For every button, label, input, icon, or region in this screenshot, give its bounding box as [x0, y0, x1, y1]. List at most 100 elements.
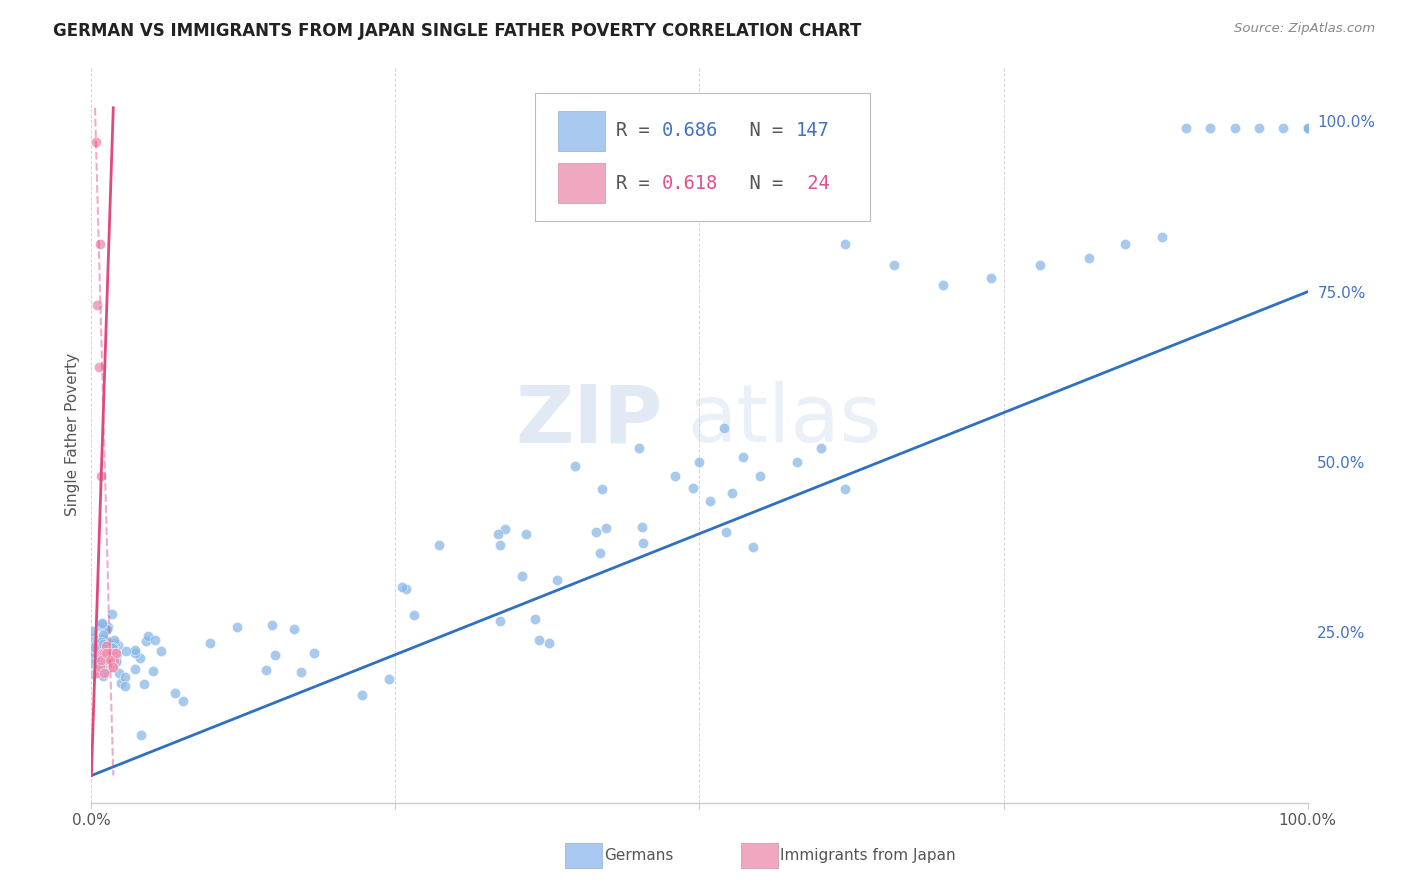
Point	[84, 649, 107, 664]
Point	[538, 635, 561, 649]
FancyBboxPatch shape	[558, 163, 605, 203]
Point	[1199, 121, 1222, 136]
Point	[1223, 121, 1246, 136]
Point	[290, 665, 312, 680]
Point	[84, 651, 107, 665]
Point	[114, 679, 136, 693]
Point	[124, 646, 146, 660]
Point	[1077, 251, 1099, 265]
Point	[97, 620, 120, 634]
Point	[515, 527, 537, 541]
Point	[82, 647, 104, 661]
Point	[1247, 121, 1270, 136]
Point	[93, 633, 115, 648]
Point	[83, 647, 105, 661]
Point	[427, 537, 450, 551]
Point	[494, 522, 516, 536]
Point	[749, 468, 772, 483]
Point	[91, 616, 114, 631]
Point	[82, 631, 104, 645]
Point	[742, 541, 765, 555]
Point	[714, 524, 737, 539]
Point	[90, 468, 112, 483]
Text: atlas: atlas	[688, 381, 882, 459]
Point	[97, 653, 120, 667]
Point	[87, 650, 110, 665]
Text: 147: 147	[796, 121, 830, 140]
Point	[527, 633, 550, 648]
Point	[105, 647, 128, 661]
Point	[94, 646, 117, 660]
Point	[129, 651, 152, 665]
Point	[114, 671, 136, 685]
Point	[631, 520, 654, 534]
Point	[682, 481, 704, 495]
Point	[1272, 121, 1295, 136]
Text: Immigrants from Japan: Immigrants from Japan	[780, 848, 956, 863]
Point	[1114, 237, 1136, 252]
Point	[786, 455, 808, 469]
Point	[135, 634, 157, 648]
Point	[124, 662, 146, 676]
Point	[163, 686, 186, 700]
Point	[105, 653, 128, 667]
Point	[87, 656, 110, 670]
Point	[627, 442, 650, 456]
Point	[89, 660, 111, 674]
Point	[91, 640, 114, 654]
Point	[94, 653, 117, 667]
Text: 0.618: 0.618	[662, 174, 718, 193]
Point	[129, 728, 152, 742]
Point	[633, 536, 655, 550]
Point	[89, 639, 111, 653]
Point	[90, 620, 112, 634]
Point	[980, 271, 1002, 285]
Point	[589, 545, 612, 559]
Point	[80, 624, 103, 638]
Point	[302, 646, 325, 660]
Point	[87, 652, 110, 666]
Point	[664, 468, 686, 483]
Point	[523, 612, 546, 626]
Point	[89, 640, 111, 655]
Point	[546, 574, 568, 588]
Point	[124, 642, 146, 657]
Text: Source: ZipAtlas.com: Source: ZipAtlas.com	[1234, 22, 1375, 36]
Point	[94, 660, 117, 674]
Point	[114, 644, 136, 658]
Point	[89, 634, 111, 648]
Point	[564, 458, 586, 473]
Point	[82, 651, 104, 665]
Point	[100, 653, 122, 667]
Point	[104, 650, 127, 665]
Point	[89, 654, 111, 668]
Point	[1296, 121, 1319, 136]
Point	[91, 628, 114, 642]
Point	[89, 659, 111, 673]
Point	[90, 635, 112, 649]
Text: N =: N =	[727, 174, 794, 193]
Point	[89, 237, 111, 252]
Point	[283, 623, 305, 637]
Point	[86, 640, 108, 655]
Point	[86, 639, 108, 653]
Point	[91, 668, 114, 682]
Point	[93, 665, 115, 679]
Point	[134, 677, 156, 691]
Point	[90, 667, 112, 681]
Point	[263, 648, 285, 662]
Point	[688, 455, 710, 469]
Point	[84, 135, 107, 149]
Point	[93, 666, 115, 681]
Point	[200, 636, 222, 650]
Point	[145, 633, 167, 648]
Point	[84, 642, 107, 657]
Point	[713, 421, 735, 435]
Point	[87, 359, 110, 374]
Point	[94, 634, 117, 648]
Point	[595, 521, 617, 535]
Text: GERMAN VS IMMIGRANTS FROM JAPAN SINGLE FATHER POVERTY CORRELATION CHART: GERMAN VS IMMIGRANTS FROM JAPAN SINGLE F…	[53, 22, 862, 40]
Point	[931, 277, 953, 292]
Text: R =: R =	[616, 121, 661, 140]
Point	[1296, 121, 1319, 136]
